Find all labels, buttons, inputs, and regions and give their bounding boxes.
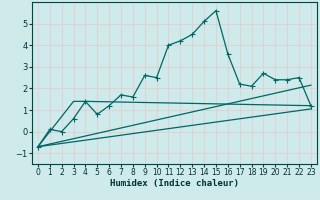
X-axis label: Humidex (Indice chaleur): Humidex (Indice chaleur) (110, 179, 239, 188)
